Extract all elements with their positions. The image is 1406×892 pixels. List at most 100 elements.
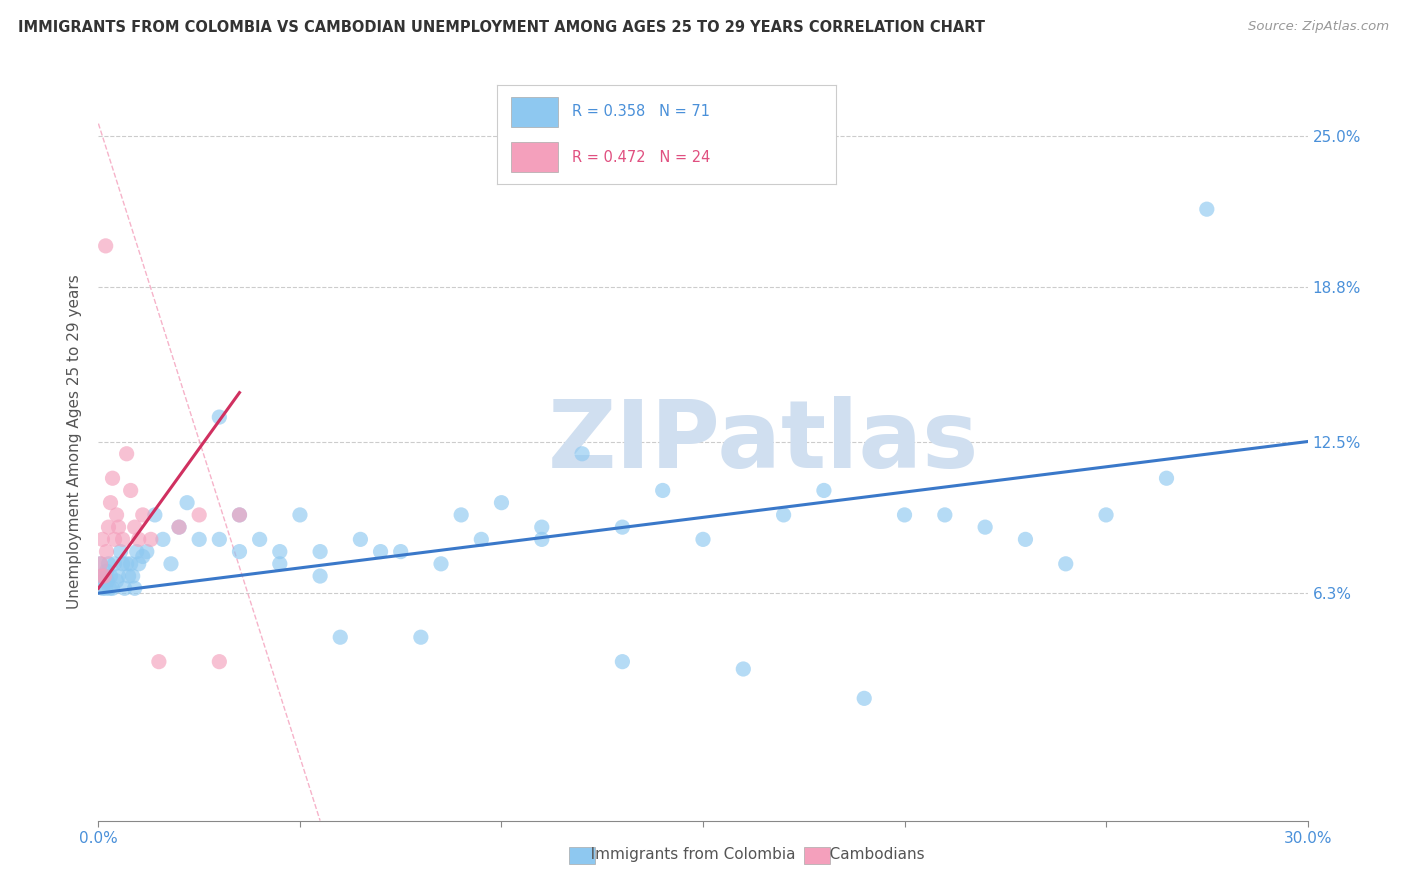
- Text: Immigrants from Colombia: Immigrants from Colombia: [576, 847, 796, 862]
- Point: [96, 544, 118, 558]
- Point: [93, 569, 115, 583]
- Point: [530, 533, 553, 547]
- Point: [101, 471, 124, 485]
- Point: [100, 569, 122, 583]
- Point: [288, 508, 311, 522]
- Point: [269, 557, 291, 571]
- Point: [121, 569, 143, 583]
- Point: [208, 410, 231, 425]
- Point: [152, 533, 174, 547]
- Point: [128, 557, 150, 571]
- Point: [612, 655, 634, 669]
- Point: [389, 544, 412, 558]
- Point: [89, 557, 111, 571]
- Point: [115, 447, 138, 461]
- Point: [1156, 471, 1178, 485]
- Point: [110, 544, 132, 558]
- Text: Source: ZipAtlas.com: Source: ZipAtlas.com: [1249, 20, 1389, 33]
- Point: [612, 520, 634, 534]
- Point: [692, 533, 714, 547]
- Point: [90, 569, 112, 583]
- Point: [853, 691, 876, 706]
- Point: [430, 557, 453, 571]
- Point: [571, 447, 593, 461]
- Point: [91, 582, 114, 596]
- Point: [934, 508, 956, 522]
- Point: [1095, 508, 1118, 522]
- Point: [1014, 533, 1036, 547]
- Point: [97, 520, 120, 534]
- Point: [148, 655, 170, 669]
- Point: [96, 564, 118, 578]
- Point: [97, 557, 120, 571]
- Text: IMMIGRANTS FROM COLOMBIA VS CAMBODIAN UNEMPLOYMENT AMONG AGES 25 TO 29 YEARS COR: IMMIGRANTS FROM COLOMBIA VS CAMBODIAN UN…: [18, 20, 986, 35]
- Point: [651, 483, 673, 498]
- Point: [208, 655, 231, 669]
- Point: [125, 544, 148, 558]
- Point: [94, 239, 117, 253]
- Point: [349, 533, 371, 547]
- Point: [1195, 202, 1218, 217]
- Point: [128, 533, 150, 547]
- Point: [124, 520, 146, 534]
- Point: [167, 520, 190, 534]
- Y-axis label: Unemployment Among Ages 25 to 29 years: Unemployment Among Ages 25 to 29 years: [67, 274, 83, 609]
- Point: [105, 508, 128, 522]
- Point: [249, 533, 271, 547]
- Point: [100, 496, 122, 510]
- Point: [409, 630, 432, 644]
- Point: [772, 508, 794, 522]
- Point: [309, 569, 332, 583]
- Point: [115, 557, 138, 571]
- Point: [120, 557, 142, 571]
- Point: [370, 544, 392, 558]
- Point: [107, 569, 129, 583]
- Point: [491, 496, 513, 510]
- Point: [90, 569, 112, 583]
- Point: [228, 508, 250, 522]
- Point: [105, 574, 128, 588]
- Text: Cambodians: Cambodians: [815, 847, 925, 862]
- Point: [118, 569, 141, 583]
- Point: [120, 483, 142, 498]
- Point: [228, 544, 250, 558]
- Point: [107, 520, 129, 534]
- Point: [228, 508, 250, 522]
- Point: [160, 557, 183, 571]
- Point: [98, 582, 121, 596]
- Point: [132, 508, 155, 522]
- Point: [208, 533, 231, 547]
- Point: [103, 557, 125, 571]
- Point: [139, 533, 162, 547]
- Point: [309, 544, 332, 558]
- Point: [530, 520, 553, 534]
- Point: [329, 630, 352, 644]
- Point: [103, 533, 125, 547]
- Point: [188, 533, 211, 547]
- Point: [91, 533, 114, 547]
- Text: ZIPatlas: ZIPatlas: [548, 395, 979, 488]
- Point: [132, 549, 155, 564]
- Point: [450, 508, 472, 522]
- Point: [733, 662, 755, 676]
- Point: [143, 508, 166, 522]
- Point: [111, 557, 134, 571]
- Point: [93, 569, 115, 583]
- Point: [114, 582, 136, 596]
- Point: [94, 582, 117, 596]
- Point: [96, 574, 118, 588]
- Point: [111, 533, 134, 547]
- Point: [89, 557, 111, 571]
- Point: [91, 574, 114, 588]
- Point: [893, 508, 915, 522]
- Point: [1054, 557, 1077, 571]
- Point: [188, 508, 211, 522]
- Point: [470, 533, 492, 547]
- Point: [101, 582, 124, 596]
- Point: [135, 544, 157, 558]
- Point: [813, 483, 835, 498]
- Point: [974, 520, 997, 534]
- Point: [176, 496, 198, 510]
- Point: [167, 520, 190, 534]
- Point: [269, 544, 291, 558]
